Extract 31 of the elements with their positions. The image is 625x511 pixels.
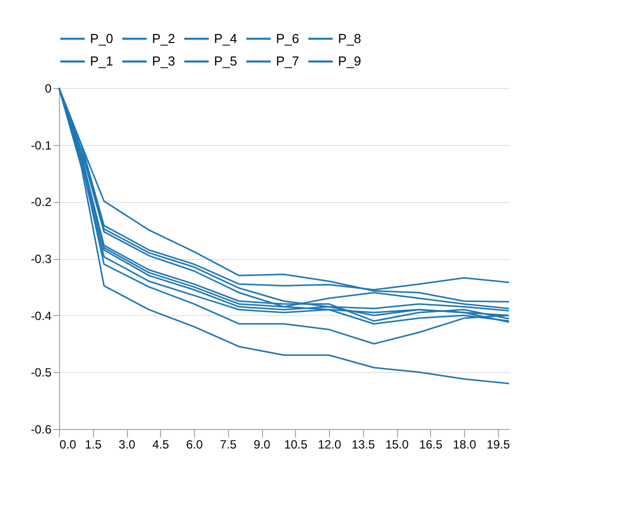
legend-label: P_8 <box>338 30 362 46</box>
y-tick-label: 0 <box>44 82 52 96</box>
legend-label: P_6 <box>276 30 300 46</box>
legend-label: P_0 <box>90 30 114 46</box>
x-tick-label: 6.0 <box>186 438 204 452</box>
x-tick-label: 9.0 <box>254 438 271 452</box>
legend-label: P_3 <box>152 54 176 68</box>
legend-label: P_2 <box>152 30 176 46</box>
x-tick-label: 12.0 <box>318 438 342 452</box>
x-tick-label: 13.5 <box>352 438 376 452</box>
legend-label: P_7 <box>276 54 300 68</box>
x-tick-label: 3.0 <box>118 438 136 452</box>
legend-label: P_4 <box>214 30 238 46</box>
x-tick-label: 16.5 <box>419 438 443 452</box>
y-tick-label: -0.1 <box>30 138 52 152</box>
y-tick-label: -0.6 <box>30 422 52 436</box>
x-tick-label: 18.0 <box>452 438 476 452</box>
legend-label: P_9 <box>338 54 362 68</box>
x-tick-label: 1.5 <box>84 438 102 452</box>
y-tick-label: -0.2 <box>30 195 52 210</box>
x-tick-label: 0.0 <box>60 438 77 452</box>
x-tick-label: 7.5 <box>220 438 237 452</box>
y-tick-label: -0.5 <box>30 366 52 380</box>
x-tick-label: 4.5 <box>152 438 170 452</box>
x-tick-label: 19.5 <box>486 438 510 452</box>
x-tick-label: 10.5 <box>284 438 308 452</box>
legend-label: P_1 <box>90 54 114 68</box>
x-tick-label: 15.0 <box>385 438 409 452</box>
y-tick-label: -0.4 <box>30 308 52 323</box>
legend-label: P_5 <box>214 54 238 68</box>
y-tick-label: -0.3 <box>30 252 52 266</box>
